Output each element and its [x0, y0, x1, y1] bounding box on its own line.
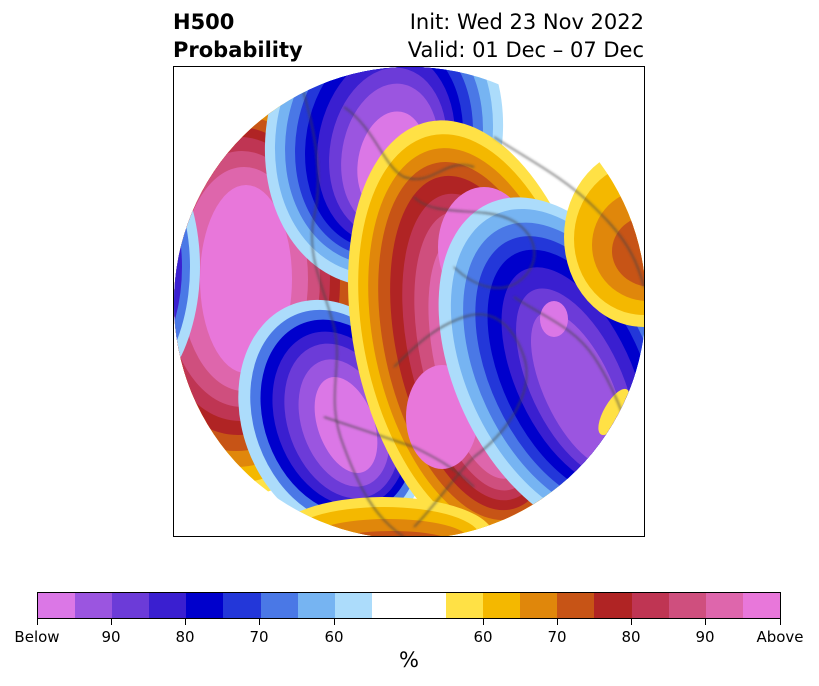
map-title: H500 Probability: [173, 10, 303, 62]
colorbar-segment: [631, 593, 669, 618]
colorbar-tick-label: Above: [756, 628, 804, 646]
colorbar: [37, 592, 781, 619]
forecast-dates: Init: Wed 23 Nov 2022 Valid: 01 Dec – 07…: [408, 8, 644, 64]
colorbar-tick: [259, 619, 260, 625]
colorbar-tick-label: 80: [175, 628, 195, 646]
colorbar-segment: [75, 593, 113, 618]
colorbar-tick-label: 60: [473, 628, 493, 646]
colorbar-segment: [594, 593, 632, 618]
colorbar-tick-label: 60: [324, 628, 344, 646]
colorbar-tick-label: 90: [695, 628, 715, 646]
colorbar-tick: [185, 619, 186, 625]
colorbar-segment: [483, 593, 521, 618]
colorbar-segment: [705, 593, 743, 618]
east-ridge: [564, 147, 644, 436]
colorbar-tick-label: 70: [249, 628, 269, 646]
colorbar-segment: [520, 593, 558, 618]
map-graphic: [174, 67, 644, 536]
colorbar-tick-label: 80: [621, 628, 641, 646]
southern-ridge: [274, 497, 494, 536]
colorbar-tick: [631, 619, 632, 625]
colorbar-tick: [483, 619, 484, 625]
colorbar-tick: [705, 619, 706, 625]
colorbar-segment: [186, 593, 224, 618]
colorbar-segment: [668, 593, 706, 618]
colorbar-unit: %: [399, 648, 419, 672]
colorbar-segment: [334, 593, 372, 618]
colorbar-tick: [557, 619, 558, 625]
colorbar-tick: [111, 619, 112, 625]
colorbar-segment: [557, 593, 595, 618]
colorbar-tick: [334, 619, 335, 625]
colorbar-tick-label: 90: [101, 628, 121, 646]
colorbar-segment: [297, 593, 335, 618]
colorbar-segment: [38, 593, 76, 618]
colorbar-tick: [780, 619, 781, 625]
probability-map: [173, 66, 645, 537]
colorbar-segment: [112, 593, 150, 618]
colorbar-segment: [223, 593, 261, 618]
colorbar-segment: [742, 593, 780, 618]
colorbar-segment: [149, 593, 187, 618]
init-date: Init: Wed 23 Nov 2022: [409, 10, 644, 34]
colorbar-segment: [446, 593, 484, 618]
colorbar-segment: [260, 593, 298, 618]
colorbar-tick-label: 70: [547, 628, 567, 646]
valid-range: Valid: 01 Dec – 07 Dec: [407, 38, 644, 62]
colorbar-segment: [371, 593, 447, 618]
colorbar-tick-label: Below: [14, 628, 60, 646]
colorbar-tick: [37, 619, 38, 625]
